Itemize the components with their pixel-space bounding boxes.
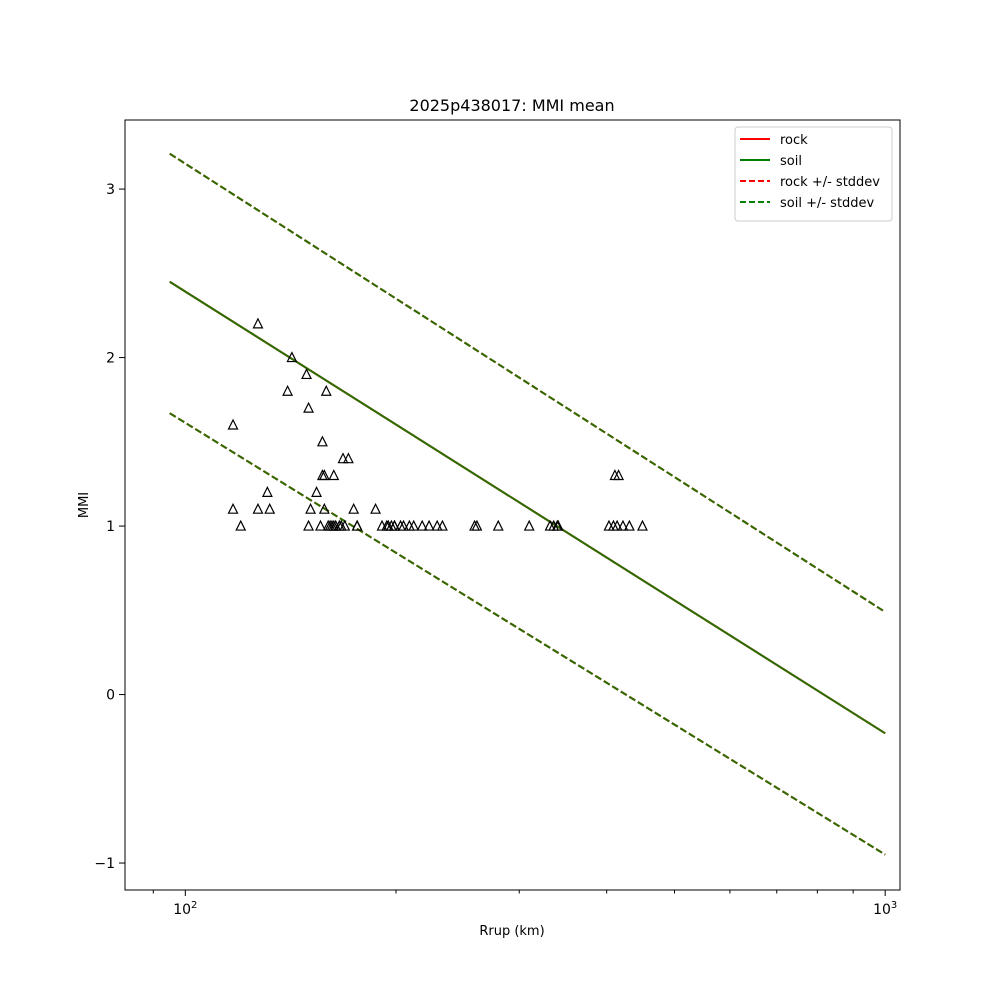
data-point <box>318 469 330 481</box>
data-point <box>235 519 247 531</box>
data-point <box>613 469 625 481</box>
data-point <box>351 519 363 531</box>
data-point <box>431 519 443 531</box>
y-tick-label: 3 <box>106 182 115 198</box>
data-point <box>252 317 264 329</box>
data-point <box>348 502 360 514</box>
data-point <box>471 519 483 531</box>
data-point <box>339 519 351 531</box>
data-point <box>523 519 535 531</box>
legend-label: rock <box>780 133 808 148</box>
data-point <box>316 435 328 447</box>
data-point <box>370 502 382 514</box>
legend-label: soil +/- stddev <box>780 196 875 211</box>
data-point <box>303 401 315 413</box>
y-axis-label: MMI <box>77 492 92 518</box>
data-point <box>311 486 323 497</box>
data-point <box>318 502 330 514</box>
data-point <box>252 502 264 514</box>
legend: rock soil rock +/- stddev soil +/- stddev <box>734 126 893 222</box>
data-point <box>617 519 629 531</box>
data-point <box>342 452 354 464</box>
data-point <box>286 351 298 363</box>
data-point <box>636 519 648 531</box>
y-tick-label: 0 <box>106 688 115 704</box>
data-point <box>315 519 326 531</box>
x-axis-ticks: 102 103 <box>152 890 897 918</box>
legend-box <box>734 126 893 222</box>
x-axis-label: Rrup (km) <box>479 924 544 939</box>
data-point <box>227 418 239 430</box>
x-tick-label: 102 <box>173 900 197 918</box>
data-point <box>301 368 312 380</box>
axes-frame <box>124 119 901 891</box>
series-line-soil <box>169 280 886 735</box>
series-line-soil-stddev <box>169 152 886 613</box>
data-point <box>303 519 315 531</box>
data-point <box>282 384 294 396</box>
data-point <box>389 519 400 531</box>
plot-area <box>169 152 886 856</box>
data-point <box>611 519 623 531</box>
data-point <box>492 519 504 531</box>
data-point <box>320 384 332 396</box>
chart-title: 2025p438017: MMI mean <box>409 96 614 115</box>
data-point <box>337 452 349 464</box>
y-tick-label: 2 <box>106 351 115 367</box>
data-point <box>623 519 635 531</box>
data-point <box>398 519 409 531</box>
data-point <box>408 519 420 531</box>
legend-label: rock +/- stddev <box>780 175 880 190</box>
data-point <box>416 519 428 531</box>
data-point <box>423 519 435 531</box>
y-axis-ticks: −1 0 1 2 3 <box>94 182 125 872</box>
series-line-soil-stddev <box>169 412 886 856</box>
data-point <box>436 519 448 531</box>
data-point <box>552 519 564 531</box>
data-points <box>227 317 648 531</box>
data-point <box>328 469 340 481</box>
data-point <box>305 502 317 514</box>
x-tick-label: 103 <box>873 900 897 918</box>
data-point <box>264 502 276 514</box>
legend-label: soil <box>780 154 802 169</box>
y-tick-label: 1 <box>106 519 115 535</box>
y-tick-label: −1 <box>94 856 115 872</box>
data-point <box>261 486 273 497</box>
data-point <box>227 502 239 514</box>
